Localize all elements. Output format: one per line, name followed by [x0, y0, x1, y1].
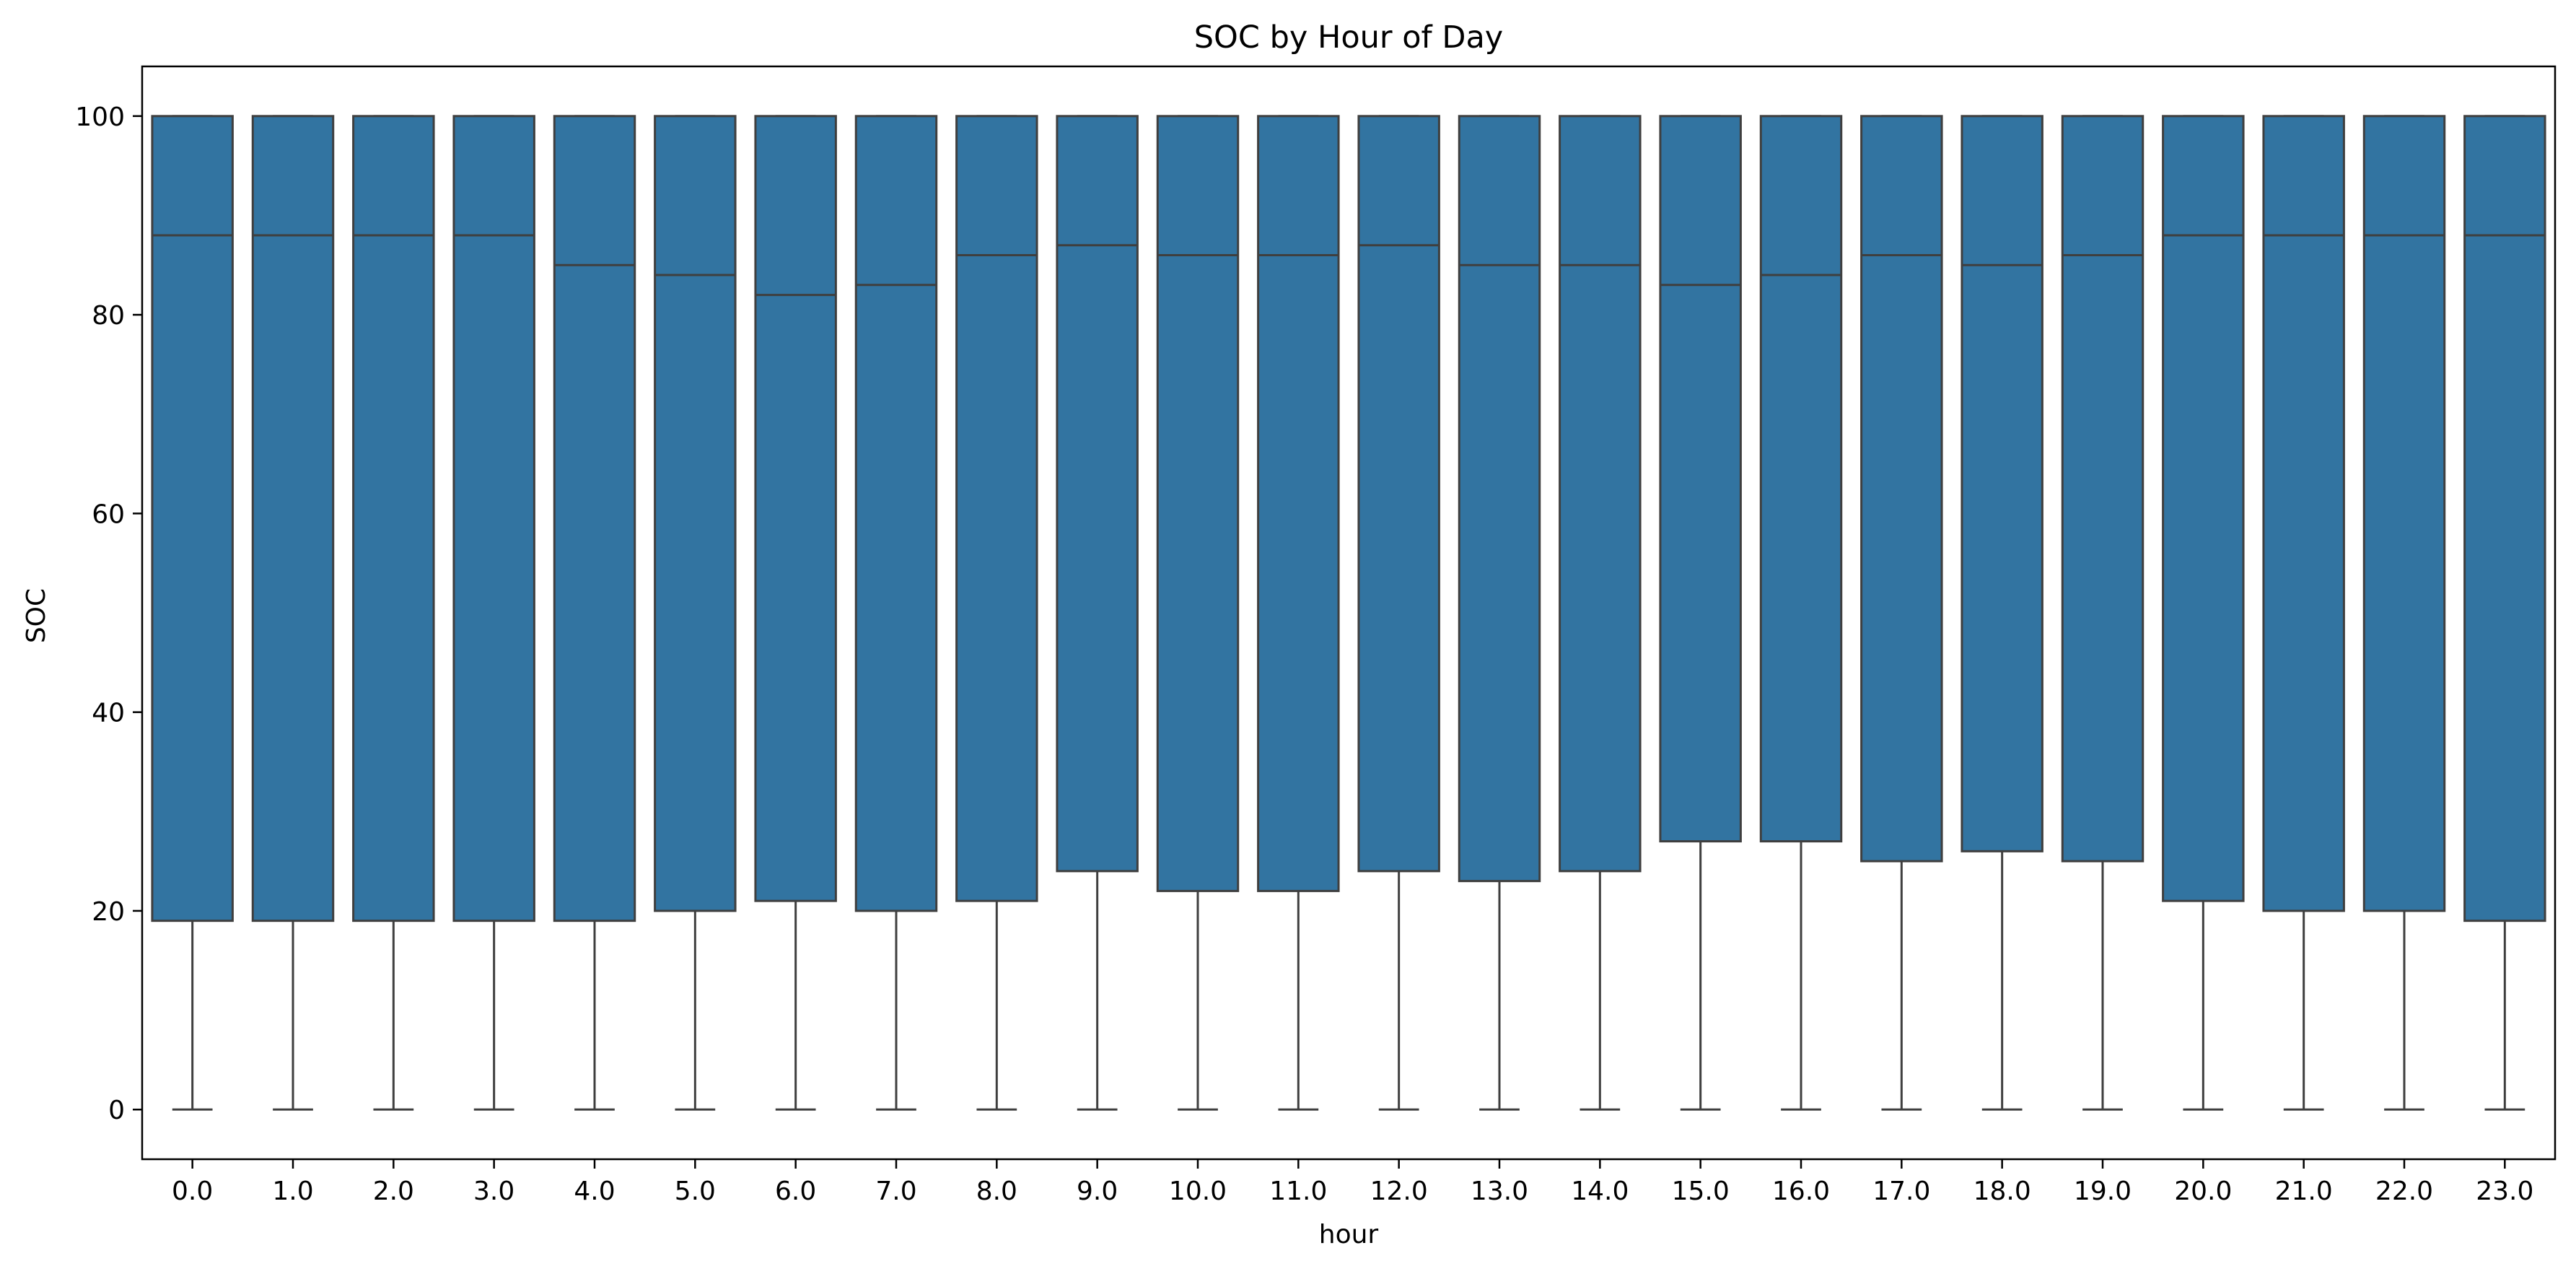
x-tick-label: 20.0: [2174, 1177, 2232, 1206]
box-group: [1961, 115, 2043, 1111]
x-tick-label: 1.0: [272, 1177, 313, 1206]
x-tick-label: 22.0: [2375, 1177, 2433, 1206]
x-axis-label: hour: [1319, 1220, 1379, 1249]
y-axis-label: SOC: [22, 588, 51, 643]
box-group: [2463, 115, 2546, 1111]
box-iqr: [251, 115, 335, 922]
box-iqr: [1357, 115, 1440, 873]
x-tick-label: 19.0: [2074, 1177, 2132, 1206]
box-group: [654, 115, 737, 1111]
box-group: [1056, 115, 1139, 1111]
x-tick-label: 21.0: [2275, 1177, 2333, 1206]
box-iqr: [2362, 115, 2446, 912]
y-tick-label: 20: [92, 897, 125, 927]
x-tick-label: 2.0: [373, 1177, 414, 1206]
box-iqr: [452, 115, 535, 922]
box-group: [2262, 115, 2345, 1111]
x-axis: 0.0 1.0 2.0 3.0 4.0 5.0 6.0 7.0 8.0 9.0 10.0 11.0 12…: [172, 1159, 2533, 1206]
box-iqr: [2463, 115, 2546, 922]
x-tick-label: 8.0: [976, 1177, 1017, 1206]
x-tick-label: 23.0: [2476, 1177, 2533, 1206]
x-tick-label: 5.0: [675, 1177, 716, 1206]
box-group: [1659, 115, 1742, 1111]
box-iqr: [1056, 115, 1139, 873]
x-tick-label: 4.0: [574, 1177, 615, 1206]
box-group: [1860, 115, 1943, 1111]
box-iqr: [754, 115, 837, 902]
box-iqr: [1559, 115, 1642, 873]
box-group: [754, 115, 837, 1111]
y-tick-label: 60: [92, 499, 125, 529]
box-iqr: [1257, 115, 1340, 892]
box-group: [1458, 115, 1541, 1111]
y-tick-label: 100: [75, 102, 125, 132]
box-group: [1357, 115, 1440, 1111]
x-tick-label: 11.0: [1269, 1177, 1327, 1206]
box-iqr: [1156, 115, 1240, 892]
box-group: [352, 115, 435, 1111]
x-tick-label: 6.0: [775, 1177, 816, 1206]
box-group: [553, 115, 636, 1111]
box-iqr: [151, 115, 234, 922]
x-tick-label: 15.0: [1672, 1177, 1730, 1206]
box-iqr: [1860, 115, 1943, 863]
box-iqr: [1961, 115, 2043, 852]
box-group: [955, 115, 1038, 1111]
box-group: [1559, 115, 1642, 1111]
box-iqr: [1458, 115, 1541, 883]
box-iqr: [955, 115, 1038, 902]
box-iqr: [553, 115, 636, 922]
x-tick-label: 9.0: [1077, 1177, 1118, 1206]
x-tick-label: 13.0: [1471, 1177, 1528, 1206]
box-group: [2362, 115, 2446, 1111]
box-group: [1257, 115, 1340, 1111]
box-group: [2061, 115, 2145, 1111]
y-tick-label: 40: [92, 699, 125, 728]
x-tick-label: 7.0: [875, 1177, 916, 1206]
x-tick-label: 18.0: [1973, 1177, 2031, 1206]
y-tick-label: 0: [108, 1096, 125, 1125]
plot-area-frame: [141, 65, 2557, 1161]
box-group: [1156, 115, 1240, 1111]
x-tick-label: 0.0: [172, 1177, 213, 1206]
x-tick-label: 12.0: [1370, 1177, 1428, 1206]
box-iqr: [854, 115, 938, 912]
box-group: [452, 115, 535, 1111]
box-iqr: [2061, 115, 2145, 863]
box-iqr: [654, 115, 737, 912]
x-tick-label: 14.0: [1571, 1177, 1629, 1206]
box-group: [251, 115, 335, 1111]
box-group: [1759, 115, 1843, 1111]
box-series: [151, 115, 2546, 1111]
box-iqr: [1759, 115, 1843, 843]
x-tick-label: 17.0: [1872, 1177, 1930, 1206]
chart-title: SOC by Hour of Day: [1194, 19, 1504, 56]
x-tick-label: 16.0: [1772, 1177, 1830, 1206]
box-iqr: [352, 115, 435, 922]
box-group: [854, 115, 938, 1111]
y-axis: 0 20 40 60 80 100: [75, 102, 142, 1125]
y-tick-label: 80: [92, 301, 125, 331]
x-tick-label: 10.0: [1169, 1177, 1227, 1206]
box-group: [2162, 115, 2245, 1111]
box-iqr: [2162, 115, 2245, 902]
box-iqr: [1659, 115, 1742, 843]
x-tick-label: 3.0: [473, 1177, 514, 1206]
box-iqr: [2262, 115, 2345, 912]
box-group: [151, 115, 234, 1111]
